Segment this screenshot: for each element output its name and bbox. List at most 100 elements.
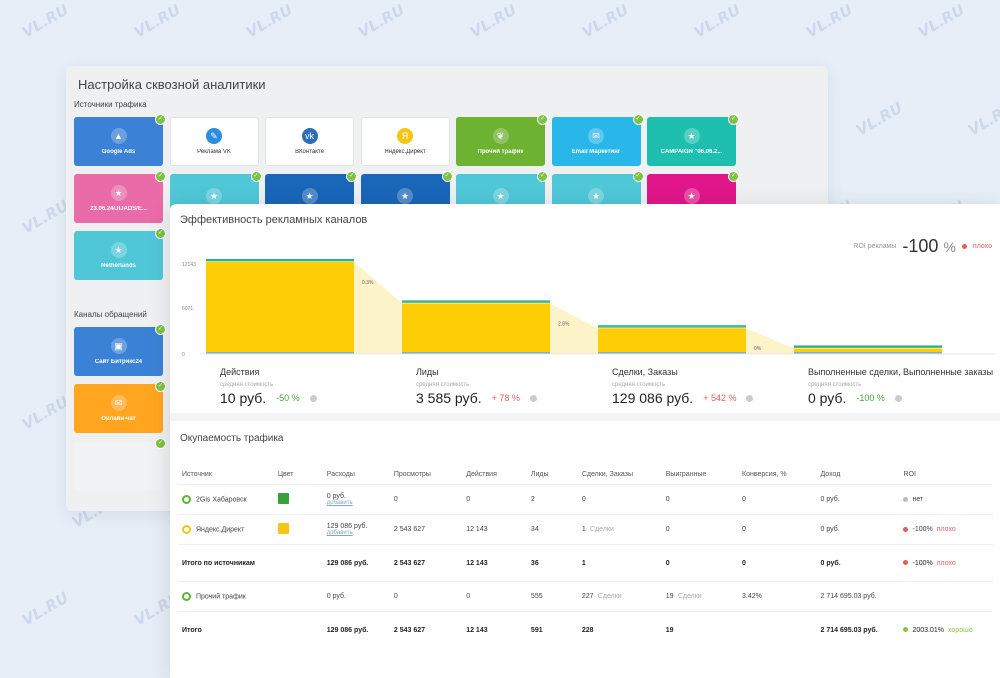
table-cell (273, 581, 323, 612)
cell-value: 2 714 695.03 руб. (820, 626, 878, 634)
table-cell: 12 143 (462, 611, 527, 648)
source-tile-label: Email Маркетинг (571, 149, 621, 155)
check-icon: ✓ (632, 114, 644, 125)
stage-avg-cost: 129 086 руб. (612, 390, 694, 406)
source-name: 2Gis Хабаровск (196, 496, 247, 504)
table-cell: 19 (661, 611, 739, 648)
add-cost-link[interactable]: добавить (326, 500, 353, 506)
google-ads-icon: ▲ (110, 128, 127, 144)
source-tile[interactable]: ★ 23.06.24/JIJADS/E... ✓ (74, 171, 166, 223)
efficiency-title: Эффективность рекламных каналов (180, 214, 368, 226)
source-cell: 2Gis Хабаровск (178, 484, 274, 515)
funnel-stage: Действия средняя стоимость 10 руб. -50 % (220, 367, 317, 406)
cell-value: 36 (530, 559, 539, 567)
watermark-text: VL.RU (852, 98, 906, 140)
cell-value: 228 (581, 626, 594, 634)
add-cost-link[interactable]: добавить (326, 530, 353, 536)
source-tile-label: 23.06.24/JIJADS/E... (90, 206, 147, 212)
funnel-bar-top-line (794, 346, 942, 348)
source-tile[interactable]: Я Яндекс.Директ (360, 117, 450, 166)
bitrix-icon: ▣ (110, 338, 127, 354)
table-cell: 3.42% (738, 581, 817, 612)
source-tile[interactable]: ✎ Реклама VK (169, 117, 259, 166)
source-tile[interactable]: vk ВКонтакте (265, 117, 354, 166)
table-cell: 0 (577, 484, 662, 515)
stage-sub: средняя стоимость (416, 382, 470, 388)
check-icon: ✓ (155, 324, 166, 335)
watermark-text: VL.RU (18, 392, 72, 434)
watermark-text: VL.RU (354, 0, 408, 42)
source-tile[interactable]: ▲ Google Ads ✓ (74, 114, 166, 166)
star-icon: ★ (588, 188, 604, 204)
help-icon[interactable] (529, 394, 537, 402)
help-icon[interactable] (309, 394, 317, 402)
column-header: Цвет (277, 470, 294, 478)
table-cell: 591 (526, 611, 578, 648)
table-row[interactable]: 2Gis Хабаровск 0 руб. добавить 0 0 2 0 0 0 0 руб.… (178, 484, 993, 515)
funnel-connector (746, 328, 794, 354)
funnel-stage: Выполненные сделки, Выполненные заказы ср… (808, 367, 993, 406)
cell-value: 12 143 (466, 626, 488, 634)
cell-value: 0 (393, 593, 398, 600)
funnel-bar-top-line (402, 300, 550, 302)
cell-value: 12 143 (466, 559, 488, 567)
table-cell: 0 руб. (816, 514, 900, 545)
table-cell (738, 611, 817, 648)
cell-value: 0 (665, 496, 670, 503)
source-tile[interactable]: ✉ Email Маркетинг ✓ (551, 114, 644, 166)
watermark-text: VL.RU (964, 98, 1000, 140)
star-icon: ★ (206, 188, 222, 204)
roi-tag: плохо (936, 559, 956, 567)
check-icon: ✓ (728, 114, 739, 125)
column-header: Источник (182, 470, 212, 478)
funnel-bar (402, 303, 550, 354)
stage-change: -100 % (856, 393, 885, 403)
source-tile[interactable]: ★ Netherlands ✓ (74, 228, 166, 280)
source-tile[interactable]: ▣ Сайт Битрикс24 ✓ (74, 324, 166, 376)
cell-value: 0 (742, 526, 746, 533)
conversion-label: 2.8% (558, 321, 570, 327)
cell-value: Итого по источникам (182, 559, 255, 567)
cell-value: 2 543 627 (393, 559, 426, 567)
check-icon: ✓ (441, 171, 453, 182)
y-tick-label: 12143 (182, 262, 196, 268)
check-icon: ✓ (250, 171, 262, 182)
roi-value: нет (912, 496, 924, 503)
watermark-text: VL.RU (18, 0, 72, 42)
help-icon[interactable] (746, 394, 754, 402)
cost-cell: 0 руб. добавить (322, 484, 390, 515)
deals-note: · Сделки (593, 593, 622, 600)
source-tile[interactable]: ❦ Прочий трафик ✓ (456, 114, 548, 166)
stage-avg-cost: 10 руб. (220, 390, 267, 406)
stage-name: Сделки, Заказы (612, 367, 678, 377)
won-note: · Сделки (673, 593, 702, 600)
color-swatch[interactable] (277, 493, 289, 504)
cost-value: 129 086 руб. (326, 523, 368, 530)
table-row[interactable]: Прочий трафик 0 руб. 0 0 555 227· Сделки 19· С… (178, 581, 993, 612)
roi-value: 2003.01% (912, 626, 945, 634)
channels-label: Каналы обращений (74, 310, 147, 319)
column-header: Расходы (326, 470, 355, 478)
stage-name: Действия (220, 367, 260, 377)
check-icon: ✓ (728, 171, 739, 182)
help-icon[interactable] (894, 394, 902, 402)
watermark-text: VL.RU (578, 0, 632, 42)
stage-values: 10 руб. -50 % (220, 390, 317, 406)
source-tile[interactable]: ✉ Онлайн-чат ✓ (74, 381, 166, 433)
star-icon: ★ (110, 242, 127, 258)
color-swatch[interactable] (277, 523, 289, 534)
cell-value: 227 (581, 593, 594, 600)
table-cell: 555 (526, 581, 578, 612)
roi-value: -100% (912, 559, 933, 567)
funnel-stage: Лиды средняя стоимость 3 585 руб. + 78 % (416, 367, 537, 406)
stage-values: 3 585 руб. + 78 % (416, 390, 537, 406)
funnel-bar (598, 328, 746, 354)
watermark-text: VL.RU (130, 0, 184, 42)
table-cell: 0 руб. (816, 484, 900, 515)
cell-value: 0 руб. (820, 496, 840, 503)
source-tile[interactable]: ✓ (74, 438, 166, 490)
table-cell: 1 (577, 544, 662, 582)
source-tile[interactable]: ★ CAMPAIGN "06.06.2... ✓ (647, 114, 739, 166)
table-row[interactable]: Яндекс.Директ 129 086 руб. добавить 2 543 6… (178, 514, 993, 545)
mail-icon: ✉ (588, 128, 604, 144)
